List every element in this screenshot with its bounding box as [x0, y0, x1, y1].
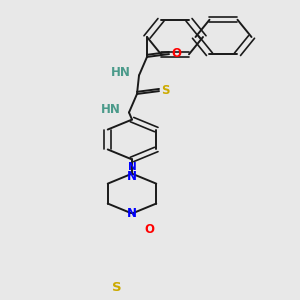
Text: N: N	[127, 207, 137, 220]
Text: HN: HN	[101, 103, 121, 116]
Text: O: O	[144, 224, 154, 236]
Text: S: S	[161, 84, 170, 97]
Text: N: N	[127, 170, 137, 183]
Text: S: S	[112, 281, 122, 294]
Text: HN: HN	[111, 66, 131, 79]
Text: N: N	[128, 161, 136, 172]
Text: O: O	[171, 47, 181, 60]
